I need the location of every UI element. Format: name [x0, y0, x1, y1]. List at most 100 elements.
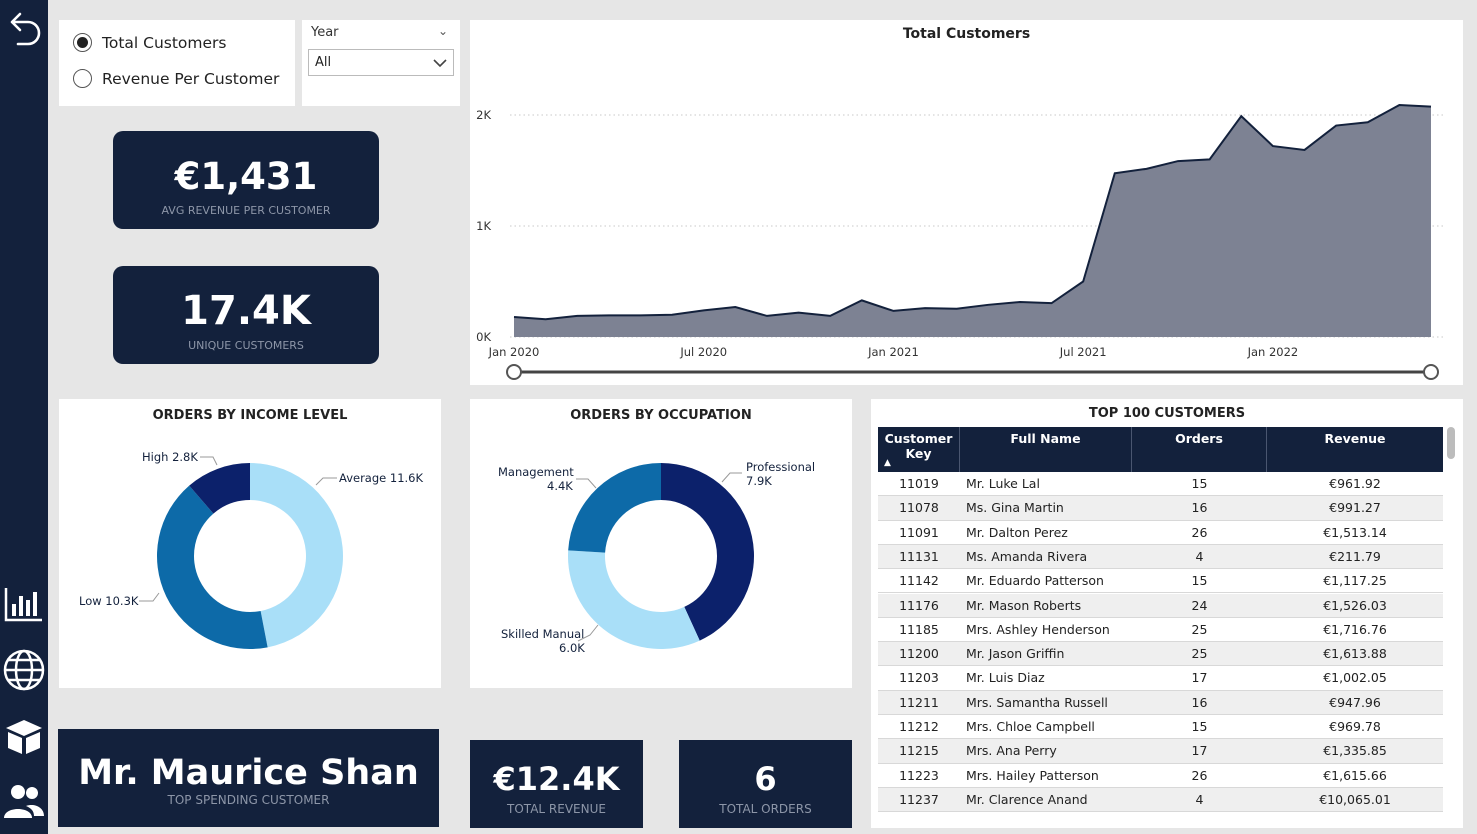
cell-customer-key: 11185 [899, 621, 939, 637]
donut-label-skilled-name: Skilled Manual [501, 627, 585, 641]
total-revenue-card: €12.4K TOTAL REVENUE [470, 740, 643, 828]
radio-label: Total Customers [102, 33, 227, 52]
cell-full-name: Ms. Gina Martin [966, 500, 1064, 516]
leader-line [139, 592, 160, 602]
donut-label-professional-name: Professional [746, 460, 816, 474]
slider-end-handle[interactable] [1423, 364, 1439, 380]
radio-revenue-per-customer[interactable]: Revenue Per Customer [73, 69, 279, 88]
cell-customer-key: 11237 [899, 791, 939, 807]
cell-revenue: €1,613.88 [1323, 646, 1387, 662]
table-row[interactable]: 11091 Mr. Dalton Perez 26 €1,513.14 [878, 520, 1443, 545]
table-row[interactable]: 11212 Mrs. Chloe Campbell 15 €969.78 [878, 715, 1443, 740]
occupation-donut-svg [568, 463, 754, 649]
cell-customer-key: 11019 [899, 476, 939, 491]
table-row[interactable]: 11211 Mrs. Samantha Russell 16 €947.96 [878, 690, 1443, 715]
cell-customer-key: 11078 [899, 500, 939, 516]
table-row[interactable]: 11200 Mr. Jason Griffin 25 €1,613.88 [878, 642, 1443, 667]
total-orders-value: 6 [754, 760, 777, 798]
measure-toggle: Total Customers Revenue Per Customer [59, 20, 295, 106]
cell-full-name: Mrs. Ashley Henderson [966, 621, 1110, 637]
table-row[interactable]: 11142 Mr. Eduardo Patterson 15 €1,117.25 [878, 569, 1443, 594]
chevron-down-icon[interactable]: ⌄ [438, 24, 449, 38]
radio-unselected-icon [73, 69, 92, 88]
cell-full-name: Mr. Clarence Anand [966, 791, 1088, 807]
cell-revenue: €1,335.85 [1323, 743, 1387, 759]
x-tick-label: Jan 2020 [488, 345, 540, 359]
donut-label-skilled-value: 6.0K [559, 641, 585, 655]
cell-orders: 16 [1191, 694, 1208, 710]
cell-full-name: Mrs. Hailey Patterson [966, 767, 1099, 783]
total-revenue-label: TOTAL REVENUE [507, 802, 606, 816]
cell-customer-key: 11212 [899, 719, 939, 734]
leader-line [721, 472, 742, 483]
cell-orders: 24 [1191, 597, 1208, 613]
donut-slice-management[interactable] [568, 463, 661, 553]
table-row[interactable]: 11203 Mr. Luis Diaz 17 €1,002.05 [878, 666, 1443, 691]
bar-chart-glyph [4, 588, 42, 622]
table-row[interactable]: 11223 Mrs. Hailey Patterson 26 €1,615.66 [878, 763, 1443, 788]
top-customer-card: Mr. Maurice Shan TOP SPENDING CUSTOMER [58, 729, 439, 827]
cell-full-name: Mr. Dalton Perez [966, 524, 1068, 540]
cell-full-name: Mr. Jason Griffin [966, 646, 1065, 662]
donut-slice-professional[interactable] [661, 463, 754, 641]
x-tick-label: Jan 2021 [867, 345, 919, 359]
cell-orders: 15 [1191, 719, 1208, 734]
year-dropdown[interactable]: All [308, 49, 454, 76]
donut-slice-high[interactable] [189, 463, 250, 514]
leader-line [200, 456, 218, 466]
col-header-orders[interactable]: Orders [1132, 427, 1267, 472]
top-customer-label: TOP SPENDING CUSTOMER [167, 793, 330, 807]
cell-revenue: €961.92 [1329, 476, 1381, 491]
cell-revenue: €947.96 [1329, 694, 1381, 710]
donut-label-average: Average 11.6K [339, 471, 424, 485]
cell-full-name: Mr. Mason Roberts [966, 597, 1082, 613]
chart-title: Total Customers [902, 26, 1031, 42]
analytics-icon[interactable] [2, 584, 46, 624]
chart-title: ORDERS BY OCCUPATION [570, 408, 752, 423]
area-chart-svg: 0K 1K 2K Jan 2020 Jul 2020 Jan 2021 Jul 2021 Ja… [476, 103, 1445, 380]
table-scrollbar[interactable] [1447, 427, 1455, 459]
table-row[interactable]: 11176 Mr. Mason Roberts 24 €1,526.03 [878, 593, 1443, 618]
back-icon[interactable] [4, 8, 44, 48]
cell-customer-key: 11223 [899, 767, 939, 783]
table-row[interactable]: 11237 Mr. Clarence Anand 4 €10,065.01 [878, 787, 1443, 813]
globe-icon[interactable] [2, 648, 46, 692]
y-tick-label: 1K [476, 219, 491, 233]
table-row[interactable]: 11131 Ms. Amanda Rivera 4 €211.79 [878, 544, 1443, 570]
table-title: TOP 100 CUSTOMERS [1088, 406, 1246, 421]
series-line [513, 103, 1432, 321]
col-header-full-name[interactable]: Full Name [960, 427, 1132, 472]
table-row[interactable]: 11215 Mrs. Ana Perry 17 €1,335.85 [878, 739, 1443, 764]
donut-slice-skilled-manual[interactable] [568, 550, 700, 649]
radio-total-customers[interactable]: Total Customers [73, 33, 227, 52]
globe-glyph [3, 649, 45, 691]
cell-full-name: Mrs. Chloe Campbell [966, 719, 1095, 734]
cell-orders: 4 [1195, 548, 1204, 564]
cell-customer-key: 11176 [899, 597, 939, 613]
radio-selected-icon [73, 33, 92, 52]
donut-slice-average[interactable] [250, 463, 343, 648]
avg-revenue-label: AVG REVENUE PER CUSTOMER [161, 204, 331, 217]
sort-ascending-icon: ▲ [884, 458, 891, 468]
y-tick-label: 0K [476, 330, 491, 344]
cell-orders: 16 [1191, 500, 1208, 516]
col-header-revenue[interactable]: Revenue [1324, 431, 1386, 446]
col-header-customer-key[interactable]: Customer Key ▲ [878, 427, 960, 472]
donut-label-management-value: 4.4K [547, 479, 573, 493]
avg-revenue-value: €1,431 [174, 155, 318, 198]
cell-orders: 15 [1191, 573, 1208, 589]
donut-slice-low[interactable] [156, 485, 268, 649]
cell-full-name: Mr. Luke Lal [966, 476, 1040, 491]
slider-start-handle[interactable] [506, 364, 522, 380]
total-revenue-value: €12.4K [493, 760, 620, 798]
leader-line [576, 478, 597, 489]
donut-label-professional-value: 7.9K [746, 474, 772, 488]
table-row[interactable]: 11078 Ms. Gina Martin 16 €991.27 [878, 496, 1443, 521]
table-row[interactable]: 11185 Mrs. Ashley Henderson 25 €1,716.76 [878, 617, 1443, 643]
table-row[interactable]: 11019 Mr. Luke Lal 15 €961.92 [878, 472, 1443, 497]
cell-revenue: €969.78 [1329, 719, 1381, 734]
y-tick-label: 2K [476, 108, 491, 122]
products-box-icon[interactable] [2, 716, 46, 756]
table-header: Customer Key ▲ Full Name Orders Revenue [878, 427, 1443, 472]
customers-icon[interactable] [2, 780, 46, 824]
